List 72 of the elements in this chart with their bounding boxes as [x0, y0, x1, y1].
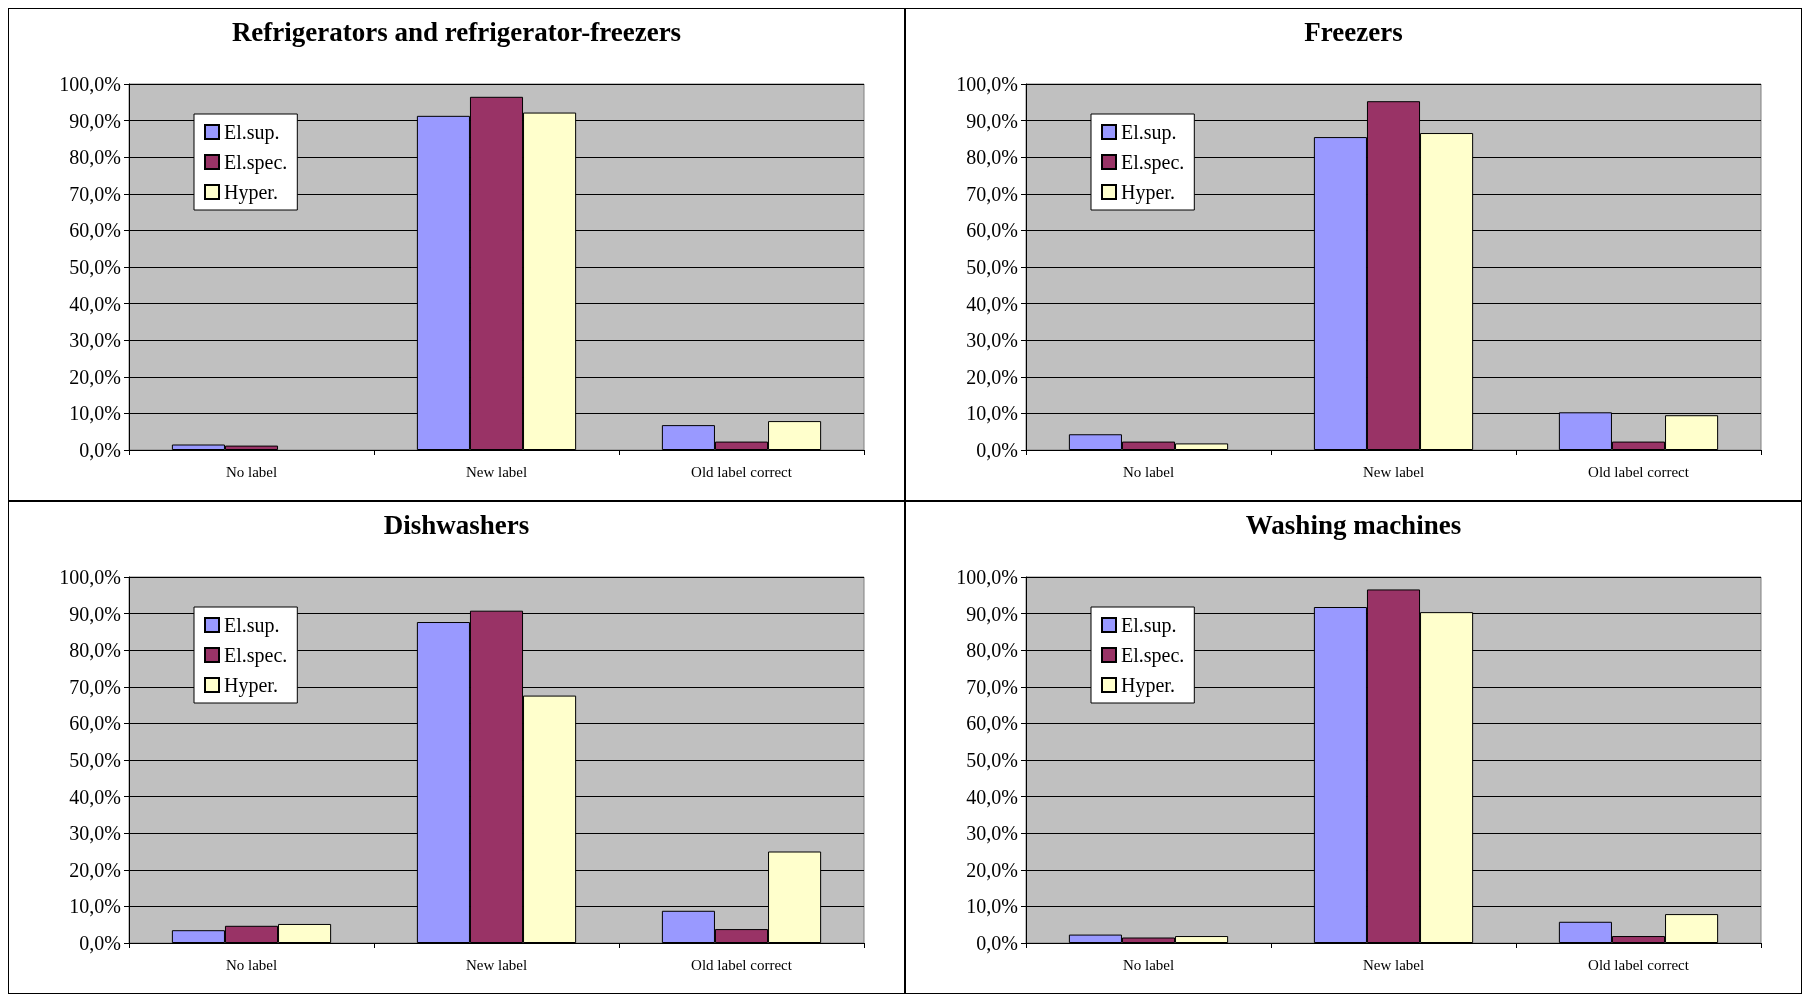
y-tick-label: 20,0%	[966, 858, 1018, 881]
x-tick-label: Old label correct	[1588, 956, 1690, 973]
chart-title: Freezers	[1304, 16, 1403, 47]
y-tick-label: 100,0%	[956, 73, 1018, 95]
y-tick-label: 80,0%	[966, 146, 1018, 169]
x-tick-label: New label	[1362, 463, 1425, 480]
y-tick-label: 10,0%	[966, 402, 1018, 425]
y-tick-label: 70,0%	[966, 675, 1018, 698]
y-tick-label: 50,0%	[966, 256, 1018, 278]
x-tick-label: New label	[465, 956, 528, 973]
legend-label: Hyper.	[1121, 181, 1175, 204]
y-tick-label: 70,0%	[69, 675, 121, 698]
y-tick-label: 20,0%	[69, 858, 121, 881]
y-tick-label: 40,0%	[69, 292, 121, 315]
y-tick-label: 30,0%	[966, 329, 1018, 352]
x-tick-label: Old label correct	[1588, 463, 1690, 480]
y-tick-label: 10,0%	[69, 402, 121, 425]
y-tick-label: 50,0%	[69, 749, 121, 771]
legend-label: El.sup.	[224, 121, 280, 144]
y-tick-label: 50,0%	[966, 749, 1018, 771]
y-tick-label: 60,0%	[966, 712, 1018, 735]
y-tick-label: 70,0%	[69, 182, 121, 205]
y-tick-label: 0,0%	[79, 932, 121, 954]
y-tick-label: 100,0%	[59, 566, 121, 588]
x-tick-label: No label	[1122, 463, 1175, 480]
x-tick-label: Old label correct	[691, 463, 793, 480]
y-tick-label: 10,0%	[966, 895, 1018, 918]
x-tick-label: No label	[225, 956, 278, 973]
y-tick-label: 50,0%	[69, 256, 121, 278]
x-tick-label: No label	[225, 463, 278, 480]
y-tick-label: 90,0%	[69, 109, 121, 132]
legend-label: El.spec.	[224, 151, 288, 174]
chart-title: Washing machines	[1245, 509, 1462, 540]
legend-label: El.spec.	[1121, 644, 1185, 667]
y-tick-label: 80,0%	[966, 639, 1018, 662]
y-tick-label: 90,0%	[69, 602, 121, 625]
legend-label: Hyper.	[224, 181, 278, 204]
x-tick-label: No label	[1122, 956, 1175, 973]
y-tick-label: 80,0%	[69, 639, 121, 662]
x-tick-label: New label	[465, 463, 528, 480]
legend-label: El.spec.	[224, 644, 288, 667]
x-tick-label: New label	[1362, 956, 1425, 973]
legend-label: El.sup.	[1121, 121, 1177, 144]
y-tick-label: 90,0%	[966, 602, 1018, 625]
y-tick-label: 60,0%	[69, 712, 121, 735]
legend-label: El.spec.	[1121, 151, 1185, 174]
x-tick-label: Old label correct	[691, 956, 793, 973]
y-tick-label: 70,0%	[966, 182, 1018, 205]
y-tick-label: 30,0%	[69, 329, 121, 352]
y-tick-label: 20,0%	[69, 365, 121, 388]
y-tick-label: 40,0%	[69, 785, 121, 808]
y-tick-label: 30,0%	[966, 822, 1018, 845]
y-tick-label: 100,0%	[956, 566, 1018, 588]
y-tick-label: 40,0%	[966, 292, 1018, 315]
legend-label: El.sup.	[224, 614, 280, 637]
y-tick-label: 80,0%	[69, 146, 121, 169]
y-tick-label: 0,0%	[79, 439, 121, 461]
y-tick-label: 30,0%	[69, 822, 121, 845]
y-tick-label: 0,0%	[976, 932, 1018, 954]
y-tick-label: 10,0%	[69, 895, 121, 918]
y-tick-label: 40,0%	[966, 785, 1018, 808]
y-tick-label: 0,0%	[976, 439, 1018, 461]
chart-title: Refrigerators and refrigerator-freezers	[231, 16, 682, 47]
y-tick-label: 100,0%	[59, 73, 121, 95]
y-tick-label: 60,0%	[69, 219, 121, 242]
chart-title: Dishwashers	[383, 509, 530, 540]
legend-label: Hyper.	[1121, 674, 1175, 697]
y-tick-label: 90,0%	[966, 109, 1018, 132]
legend-label: El.sup.	[1121, 614, 1177, 637]
y-tick-label: 20,0%	[966, 365, 1018, 388]
legend-label: Hyper.	[224, 674, 278, 697]
y-tick-label: 60,0%	[966, 219, 1018, 242]
